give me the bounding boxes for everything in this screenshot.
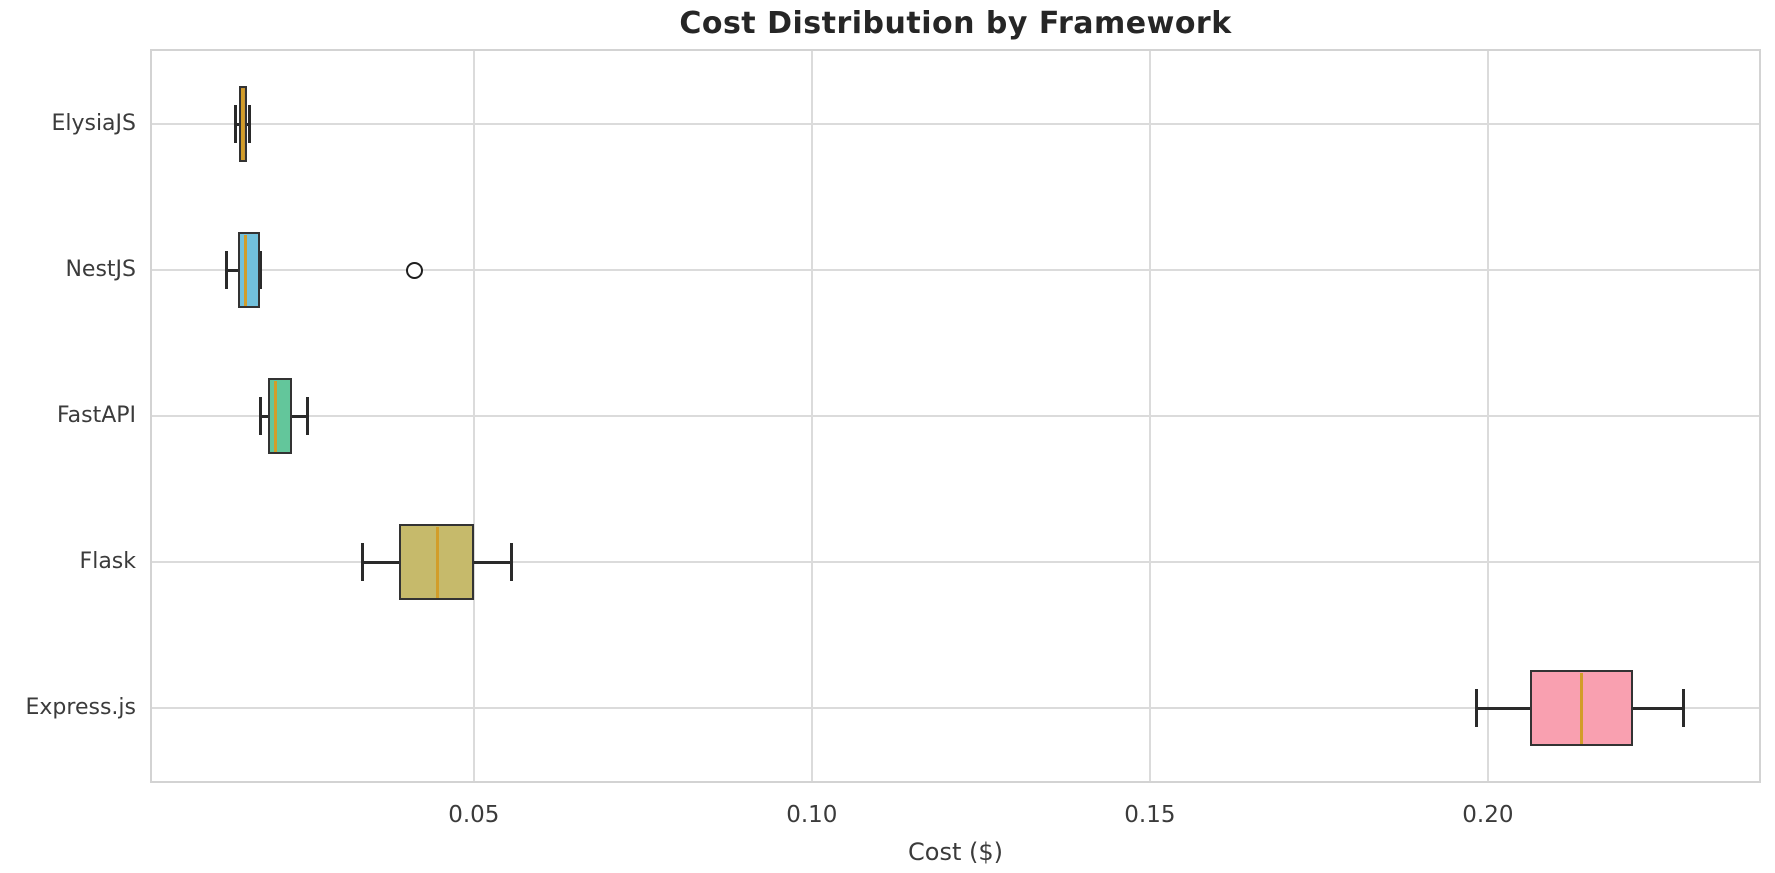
x-tick-label: 0.10 bbox=[786, 802, 838, 828]
whisker-cap-low bbox=[224, 251, 228, 289]
whisker-cap-high bbox=[247, 105, 251, 143]
median-line bbox=[274, 380, 278, 452]
y-gridline bbox=[152, 561, 1759, 563]
chart-title: Cost Distribution by Framework bbox=[679, 6, 1232, 41]
outlier-point bbox=[405, 261, 423, 279]
y-category-label: Express.js bbox=[25, 695, 136, 720]
y-gridline bbox=[152, 123, 1759, 125]
whisker-cap-high bbox=[1682, 689, 1686, 727]
y-gridline bbox=[152, 415, 1759, 417]
y-category-label: FastAPI bbox=[56, 403, 136, 428]
x-tick-label: 0.15 bbox=[1124, 802, 1176, 828]
plot-area bbox=[150, 49, 1761, 783]
whisker-cap-high bbox=[305, 397, 309, 435]
whisker-cap-low bbox=[361, 543, 365, 581]
y-category-label: Flask bbox=[79, 549, 136, 574]
x-tick-label: 0.20 bbox=[1462, 802, 1514, 828]
whisker-cap-low bbox=[1474, 689, 1478, 727]
y-category-label: ElysiaJS bbox=[51, 111, 136, 136]
whisker-cap-low bbox=[234, 105, 238, 143]
x-axis-title: Cost ($) bbox=[908, 838, 1003, 866]
median-line bbox=[1579, 672, 1583, 744]
box-iqr bbox=[237, 232, 261, 308]
y-gridline bbox=[152, 269, 1759, 271]
median-line bbox=[241, 88, 245, 160]
whisker-cap-high bbox=[510, 543, 514, 581]
box-iqr bbox=[267, 378, 292, 454]
median-line bbox=[436, 526, 440, 598]
x-tick-label: 0.05 bbox=[448, 802, 500, 828]
y-gridline bbox=[152, 707, 1759, 709]
whisker-cap-high bbox=[258, 251, 262, 289]
y-category-label: NestJS bbox=[65, 257, 136, 282]
whisker-cap-low bbox=[259, 397, 263, 435]
median-line bbox=[244, 234, 248, 306]
